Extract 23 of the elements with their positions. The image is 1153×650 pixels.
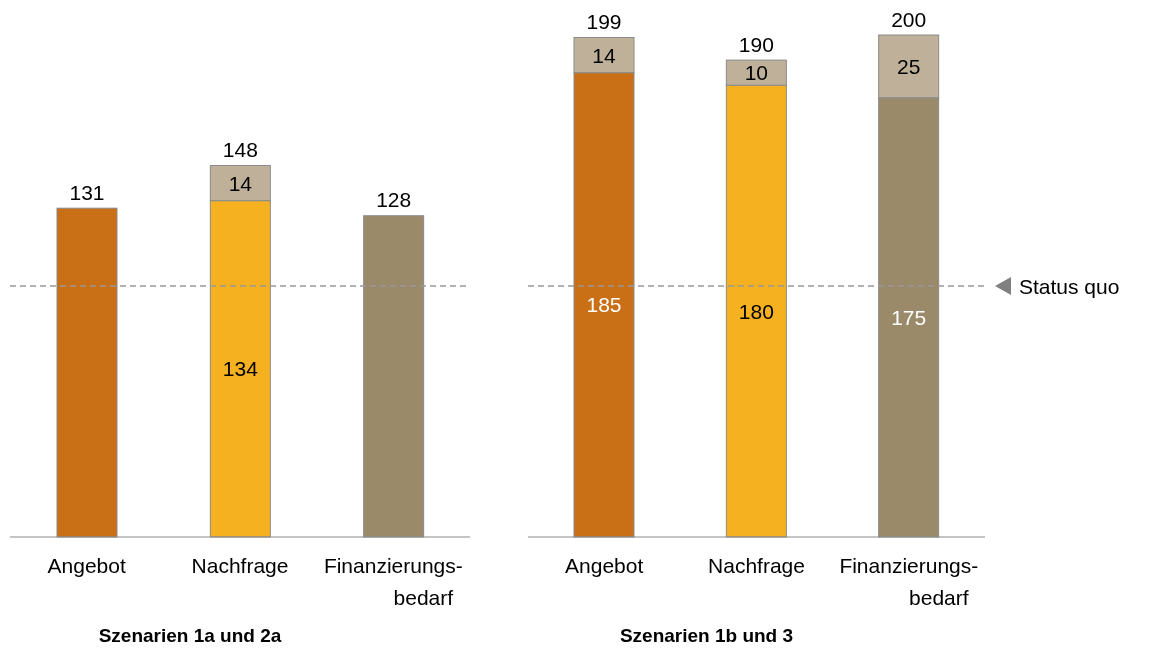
x-tick-label: Angebot bbox=[47, 554, 126, 577]
total-label: 199 bbox=[586, 10, 622, 34]
total-label: 148 bbox=[222, 138, 258, 162]
data-label: 25 bbox=[896, 54, 921, 78]
total-label: 128 bbox=[376, 188, 412, 212]
data-label: 175 bbox=[891, 305, 927, 329]
ref-line-label: Status quo bbox=[1019, 274, 1120, 298]
data-label: 185 bbox=[586, 293, 622, 317]
x-tick-label: Angebot bbox=[565, 554, 644, 577]
total-label: 190 bbox=[738, 32, 774, 56]
data-label: 180 bbox=[738, 299, 774, 323]
x-tick-label: Nachfrage bbox=[191, 554, 289, 577]
x-axis-title: Szenarien 1a und 2a bbox=[98, 625, 282, 646]
x-tick-label: Nachfrage bbox=[708, 554, 805, 577]
total-label: 131 bbox=[69, 180, 105, 204]
x-axis-title: Szenarien 1b und 3 bbox=[619, 625, 794, 646]
x-tick-label: Finanzierungs- bedarf bbox=[839, 554, 979, 609]
data-label: 134 bbox=[222, 357, 259, 381]
total-label: 200 bbox=[891, 7, 927, 31]
data-label: 14 bbox=[592, 43, 616, 67]
data-label: 10 bbox=[744, 61, 769, 85]
data-label: 14 bbox=[228, 171, 253, 195]
x-tick-label: Finanzierungs- bedarf bbox=[323, 554, 463, 609]
